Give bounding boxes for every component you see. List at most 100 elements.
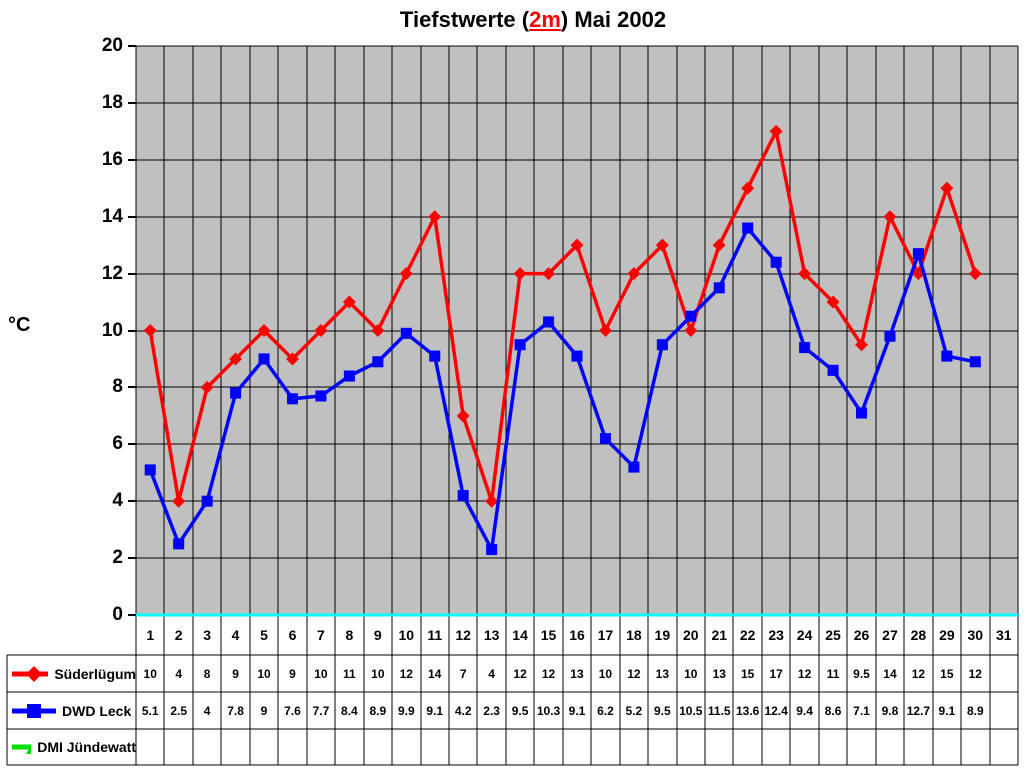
series-0-marker-diamond	[883, 210, 897, 224]
table-day-header: 29	[939, 627, 955, 643]
table-value-cell	[847, 730, 875, 765]
table-value-cell	[477, 730, 505, 765]
series-1-marker-square	[685, 310, 697, 322]
table-value-cell: 11	[343, 667, 356, 681]
series-0-marker-diamond	[285, 352, 299, 366]
series-1-marker-square	[429, 350, 441, 362]
table-day-header: 14	[512, 627, 528, 643]
table-value-cell: 12	[911, 667, 926, 681]
table-value-cell	[677, 730, 705, 765]
table-value-cell: 7.8	[227, 704, 244, 718]
table-value-cell	[933, 730, 961, 765]
table-value-cell	[563, 730, 591, 765]
series-1-marker-square	[884, 330, 896, 342]
table-value-cell: 2.5	[170, 704, 187, 718]
series-0-marker-diamond	[485, 494, 499, 508]
table-value-cell: 4	[175, 667, 182, 681]
table-value-cell: 9	[260, 704, 268, 718]
series-1-marker-square	[969, 356, 981, 368]
table-day-header: 22	[739, 627, 756, 643]
table-day-header: 6	[288, 627, 297, 643]
table-day-header: 21	[711, 627, 728, 643]
series-1-marker-square	[514, 339, 526, 351]
table-day-header: 9	[373, 627, 382, 643]
table-value-cell: 7.1	[853, 704, 870, 718]
series-0-marker-diamond	[314, 324, 328, 337]
table-value-cell: 8.4	[341, 704, 358, 718]
series-1-marker-square	[543, 316, 555, 328]
series-1-marker-square	[372, 356, 384, 368]
table-value-cell	[733, 730, 761, 765]
table-value-cell: 2.3	[483, 704, 500, 718]
table-day-header: 12	[455, 627, 471, 643]
series-1-marker-square	[912, 248, 924, 260]
table-value-cell	[990, 656, 1018, 692]
table-day-header: 8	[345, 627, 354, 643]
table-value-cell: 14	[428, 667, 442, 681]
y-axis-tick-label: 2	[112, 547, 123, 568]
series-1-marker-square	[571, 350, 583, 362]
table-value-cell	[364, 730, 392, 765]
chart-title: Tiefstwerte (2m) Mai 2002	[133, 7, 933, 33]
series-1-marker-square	[799, 342, 811, 354]
series-1-marker-square	[855, 407, 868, 419]
table-value-cell: 9.1	[426, 704, 444, 718]
table-value-cell: 9	[232, 667, 239, 681]
series-0-marker-diamond	[627, 267, 641, 281]
table-value-cell: 8	[203, 667, 211, 681]
table-value-cell	[449, 730, 477, 765]
table-value-cell	[278, 730, 306, 765]
table-day-header: 16	[569, 627, 585, 643]
table-value-cell: 17	[769, 667, 783, 681]
table-day-header: 23	[768, 627, 784, 643]
series-1-marker-square	[599, 433, 611, 445]
table-value-cell: 13.6	[736, 704, 760, 718]
chart-title-prefix: Tiefstwerte (	[399, 7, 530, 32]
series-0-marker-diamond	[684, 324, 698, 337]
table-value-cell: 9	[289, 667, 296, 681]
table-value-cell: 5.1	[141, 704, 159, 718]
table-day-header: 11	[427, 627, 443, 643]
table-value-cell	[876, 730, 904, 765]
table-value-cell: 9.1	[938, 704, 956, 718]
table-value-cell: 13	[570, 667, 584, 681]
table-day-header: 27	[882, 627, 898, 643]
table-value-cell: 10.3	[536, 704, 561, 718]
table-value-cell	[819, 730, 847, 765]
series-0-marker-diamond	[598, 324, 612, 337]
table-value-cell: 12	[513, 667, 527, 681]
table-value-cell	[250, 730, 278, 765]
table-day-header: 18	[626, 627, 642, 643]
table-value-cell	[790, 730, 818, 765]
legend-label: Süderlügum	[54, 665, 136, 682]
table-value-cell: 8.9	[369, 704, 387, 718]
series-0-marker-diamond	[741, 181, 755, 195]
series-0-marker-diamond	[257, 324, 271, 337]
table-value-cell: 9.8	[881, 704, 899, 718]
legend-item-1: DWD Leck	[8, 693, 136, 728]
table-value-cell	[961, 730, 989, 765]
series-0-marker-diamond	[513, 267, 527, 281]
series-line-0	[148, 126, 977, 502]
table-value-cell: 7.7	[312, 704, 330, 718]
table-value-cell: 10	[257, 667, 271, 681]
table-day-header: 15	[540, 627, 557, 643]
table-value-cell	[392, 730, 420, 765]
legend-label: DMI Jündewatt	[37, 739, 136, 755]
table-day-header: 2	[174, 627, 183, 643]
table-value-cell	[534, 730, 562, 765]
series-1-marker-square	[230, 387, 242, 399]
series-1-marker-square	[457, 489, 469, 502]
table-value-cell	[705, 730, 733, 765]
table-value-cell	[307, 730, 335, 765]
series-0-marker-diamond	[542, 267, 556, 281]
table-day-header: 30	[967, 627, 984, 643]
y-axis-tick-label: 14	[101, 206, 123, 227]
series-0-marker-diamond	[940, 181, 954, 195]
series-0-marker-diamond	[798, 267, 812, 281]
series-0-marker-diamond	[229, 352, 243, 366]
table-value-cell: 10	[143, 667, 157, 681]
series-1-marker-square	[827, 364, 839, 376]
y-axis-tick-label: 12	[101, 263, 123, 284]
